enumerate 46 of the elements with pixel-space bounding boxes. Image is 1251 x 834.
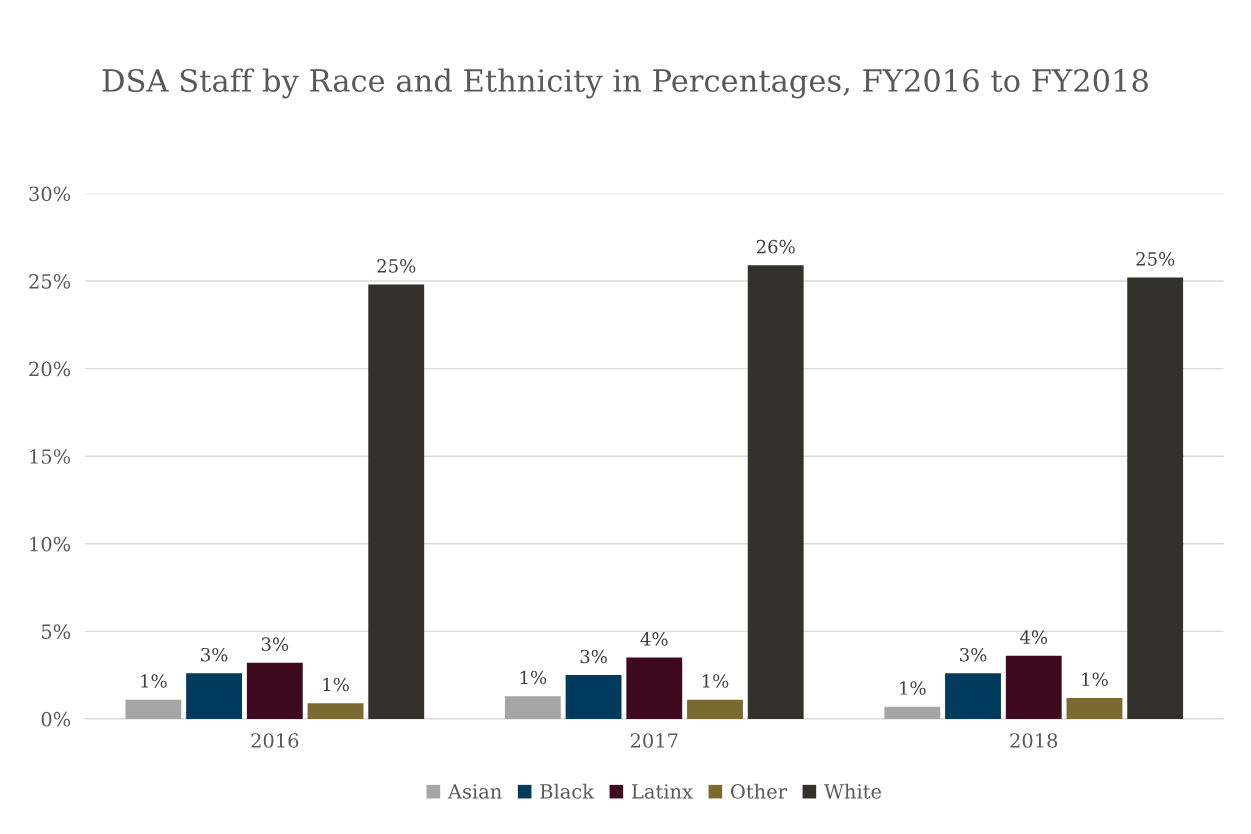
data-label: 25% xyxy=(1136,252,1175,266)
bar xyxy=(186,673,243,719)
y-tick-label: 20% xyxy=(29,361,71,377)
y-tick-label: 5% xyxy=(41,624,71,639)
bar xyxy=(368,284,425,719)
data-label: 25% xyxy=(377,259,416,273)
x-tick-label: 2018 xyxy=(1010,733,1058,748)
bar xyxy=(307,703,364,719)
data-label: 3% xyxy=(580,649,607,664)
bar xyxy=(565,675,622,719)
bar xyxy=(747,265,804,719)
legend-label: Other xyxy=(731,783,787,799)
bar xyxy=(884,706,941,719)
y-tick-label: 10% xyxy=(30,536,71,552)
y-tick-label: 15% xyxy=(30,449,71,464)
bar xyxy=(246,662,303,719)
data-label: 3% xyxy=(960,647,987,662)
y-tick-label: 0% xyxy=(41,711,71,727)
legend-label: White xyxy=(824,783,882,799)
bar xyxy=(504,696,561,719)
bar xyxy=(125,699,182,719)
data-label: 4% xyxy=(1019,630,1048,645)
chart-title: DSA Staff by Race and Ethnicity in Percentages, FY2016 to FY2018 xyxy=(102,68,1148,99)
data-label: 1% xyxy=(141,674,167,688)
bar xyxy=(1005,655,1062,719)
data-label: 1% xyxy=(520,670,547,685)
bar xyxy=(1066,697,1123,719)
data-label: 4% xyxy=(640,632,668,646)
y-tick-label: 25% xyxy=(29,274,71,289)
bar xyxy=(1127,277,1184,719)
data-label: 3% xyxy=(261,637,289,652)
bar xyxy=(945,673,1001,719)
legend-label: Asian xyxy=(447,784,502,799)
x-tick-label: 2017 xyxy=(630,733,678,748)
data-label: 1% xyxy=(1082,672,1108,687)
data-label: 26% xyxy=(756,239,795,254)
y-tick-label: 30% xyxy=(29,186,71,202)
legend-label: Black xyxy=(540,783,595,799)
x-tick-label: 2016 xyxy=(251,733,299,748)
bar xyxy=(626,657,683,719)
data-label: 1% xyxy=(900,681,926,695)
data-label: 3% xyxy=(201,647,228,662)
legend-label: Latinx xyxy=(632,784,693,799)
data-label: 1% xyxy=(323,677,349,692)
data-label: 1% xyxy=(702,674,729,688)
bar xyxy=(687,699,743,719)
